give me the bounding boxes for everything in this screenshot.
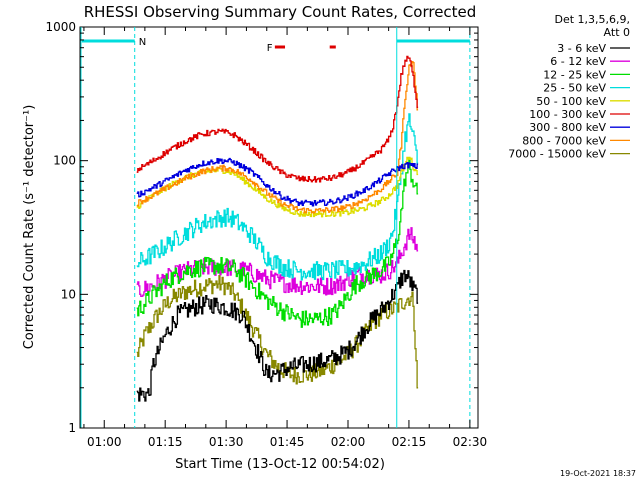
legend-label-5: 100 - 300 keV bbox=[529, 108, 606, 121]
legend-label-8: 7000 - 15000 keV bbox=[508, 148, 606, 161]
x-tick-label-0: 01:00 bbox=[87, 435, 122, 449]
series-line-3 bbox=[136, 113, 419, 281]
legend-header-line-1: Det 1,3,5,6,9, bbox=[554, 13, 630, 26]
series-line-5 bbox=[136, 55, 419, 183]
interval-n-label: N bbox=[139, 37, 146, 48]
plot-frame bbox=[79, 26, 479, 429]
x-tick-label-6: 02:30 bbox=[453, 435, 488, 449]
series-line-7 bbox=[136, 60, 419, 214]
interval-f-label: F bbox=[267, 43, 273, 54]
plot-area: NF bbox=[79, 26, 479, 429]
series-line-6 bbox=[136, 157, 419, 207]
legend-label-3: 25 - 50 keV bbox=[543, 82, 606, 95]
series-line-8 bbox=[136, 274, 419, 389]
x-tick-label-4: 02:00 bbox=[331, 435, 366, 449]
legend-label-1: 6 - 12 keV bbox=[550, 55, 606, 68]
x-tick-label-1: 01:15 bbox=[148, 435, 183, 449]
legend-label-6: 300 - 800 keV bbox=[529, 121, 606, 134]
series-line-2 bbox=[136, 159, 419, 328]
y-tick-label-3: 1000 bbox=[45, 20, 76, 34]
y-axis-label: Corrected Count Rate (s⁻¹ detector⁻¹) bbox=[22, 105, 37, 350]
legend-label-4: 50 - 100 keV bbox=[536, 95, 606, 108]
footer-timestamp: 19-Oct-2021 18:37 bbox=[560, 469, 636, 478]
legend-label-0: 3 - 6 keV bbox=[557, 42, 606, 55]
x-axis: 01:00 01:15 01:30 01:45 02:00 02:15 02:30 bbox=[83, 27, 488, 449]
legend-label-7: 800 - 7000 keV bbox=[522, 134, 606, 147]
y-tick-label-2: 100 bbox=[53, 154, 76, 168]
legend-header-line-2: Att 0 bbox=[604, 26, 630, 39]
y-tick-label-0: 1 bbox=[68, 421, 76, 435]
x-tick-label-3: 01:45 bbox=[270, 435, 305, 449]
x-axis-label: Start Time (13-Oct-12 00:54:02) bbox=[175, 457, 385, 472]
x-tick-label-5: 02:15 bbox=[392, 435, 427, 449]
series-line-0 bbox=[136, 269, 419, 402]
y-tick-label-1: 10 bbox=[61, 287, 76, 301]
y-axis: 1 10 100 1000 bbox=[45, 20, 478, 435]
chart-title: RHESSI Observing Summary Count Rates, Co… bbox=[84, 3, 477, 21]
legend-label-2: 12 - 25 keV bbox=[543, 68, 606, 81]
x-tick-label-2: 01:30 bbox=[209, 435, 244, 449]
